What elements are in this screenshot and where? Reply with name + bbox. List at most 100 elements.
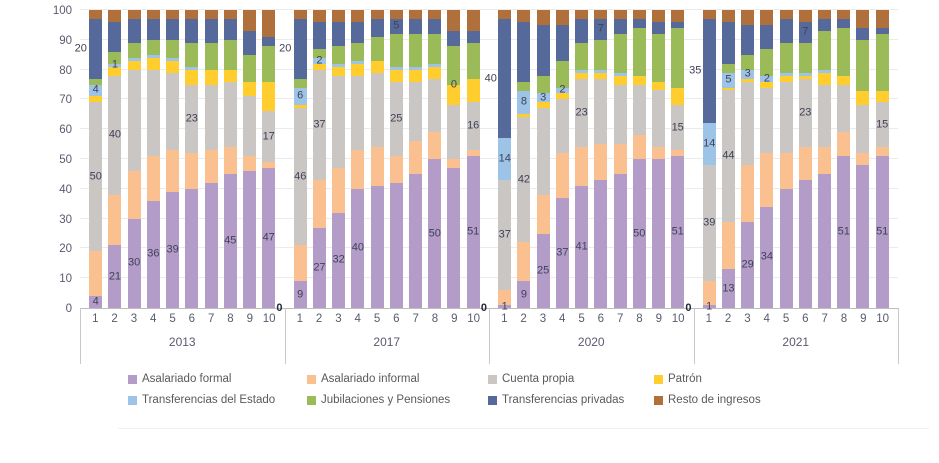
legend-label: Patrón [668,373,702,385]
bar-segment-privadas [760,24,774,49]
bar-segment-estado [389,66,403,70]
bar-segment-cuenta [837,84,851,133]
bar-segment-privadas [594,19,608,40]
bar-segment-formal [108,245,122,308]
bar-segment-estado [613,72,627,76]
data-label: 20 [74,42,87,55]
bar-segment-patron [517,114,531,118]
bar-segment-cuenta [594,78,608,145]
bar-segment-informal [428,132,442,159]
bar-segment-jubilaciones [409,33,423,67]
bar-segment-jubilaciones [370,36,384,61]
bar-segment-cuenta [856,105,870,154]
bar-segment-jubilaciones [875,33,889,91]
bar-segment-resto [242,10,256,31]
ytick-label: 50 [59,154,72,166]
separator-zero-label: 0 [685,302,692,314]
bar-segment-cuenta [671,105,685,151]
bar-segment-patron [409,69,423,82]
bar-segment-estado [594,69,608,73]
bar-segment-informal [223,147,237,174]
bar-segment-cuenta [409,81,423,142]
bar-segment-formal [204,182,218,308]
gridline [80,9,898,10]
bar-segment-privadas [671,21,685,28]
bar-segment-privadas [536,24,550,76]
bar-segment-privadas [108,21,122,52]
bar-segment-jubilaciones [332,45,346,64]
bar-segment-jubilaciones [651,33,665,82]
bar-segment-cuenta [632,84,646,136]
bar-segment-informal [389,156,403,183]
bar-segment-resto [517,10,531,22]
bar-segment-informal [651,147,665,159]
bar-segment-jubilaciones [242,54,256,82]
legend-swatch-informal [307,374,316,384]
year-label: 2013 [168,335,196,349]
bar-decile-7 [613,10,627,308]
separator-zero-label: 0 [276,302,283,314]
bar-segment-privadas [721,21,735,64]
bar-segment-patron [575,72,589,79]
bar-segment-jubilaciones [447,45,461,85]
bar-segment-cuenta [312,69,326,180]
bar-segment-cuenta [108,75,122,195]
gridline [80,217,898,219]
gridline [80,38,898,40]
bar-segment-informal [498,290,512,306]
bar-segment-estado [166,57,180,61]
bar-segment-formal [555,197,569,308]
bar-segment-resto [498,10,512,19]
bar-segment-privadas [818,19,832,31]
bar-decile-4: 36 [146,10,160,308]
category-label: 1 [501,313,508,325]
bar-segment-cuenta [613,84,627,145]
bar-segment-informal [185,153,199,189]
bar-decile-4: 40 [351,10,365,308]
bar-segment-informal [837,132,851,157]
group-separator-line [693,308,695,364]
bar-segment-formal [741,221,755,308]
bar-segment-formal [466,156,480,308]
bar-segment-patron [108,66,122,76]
bar-segment-patron [466,78,480,103]
bar-segment-formal [370,185,384,308]
bar-segment-patron [332,66,346,76]
bar-segment-privadas [498,18,512,139]
bar-segment-cuenta [555,99,569,154]
category-label: 6 [597,313,605,325]
legend-swatch-jubilaciones [307,395,316,405]
bar-segment-jubilaciones [127,42,141,58]
category-label: 2 [520,313,527,325]
bar-segment-cuenta [536,108,550,195]
bar-segment-estado [185,66,199,70]
bar-segment-jubilaciones [555,60,569,88]
y-axis: 0 10 20 30 40 50 60 70 80 90 100 [28,5,72,315]
legend-label: Asalariado informal [321,373,420,385]
category-label: 2 [111,313,118,325]
bar-segment-informal [536,194,550,234]
legend-item-formal: Asalariado formal [128,373,307,385]
bar-segment-patron [741,78,755,82]
bar-segment-formal [856,164,870,308]
category-label: 5 [373,313,381,325]
bar-segment-formal [760,206,774,308]
bar-group-2013: 4 50 4 20 21 40 1 30 36 39 23 45 47 17 1 2 3 4 5 6 7 8 9 10 2013 [75,10,285,364]
bar-segment-patron [856,90,870,106]
bar-segment-estado [818,69,832,73]
bar-segment-patron [779,75,793,82]
ytick-label: 80 [59,64,72,77]
bar-segment-patron [651,81,665,91]
bar-segment-jubilaciones [89,78,103,85]
category-label: 9 [860,313,867,325]
bar-decile-10: 47 17 [262,10,276,308]
bar-segment-jubilaciones [575,42,589,70]
bar-decile-3: 30 [127,10,141,308]
bar-segment-privadas [242,30,256,55]
bar-segment-formal [447,167,461,308]
bar-segment-jubilaciones [837,27,851,76]
category-label: 4 [763,313,770,325]
bar-segment-cuenta [760,87,774,154]
bar-segment-privadas [575,19,589,43]
bar-segment-cuenta [223,81,237,148]
